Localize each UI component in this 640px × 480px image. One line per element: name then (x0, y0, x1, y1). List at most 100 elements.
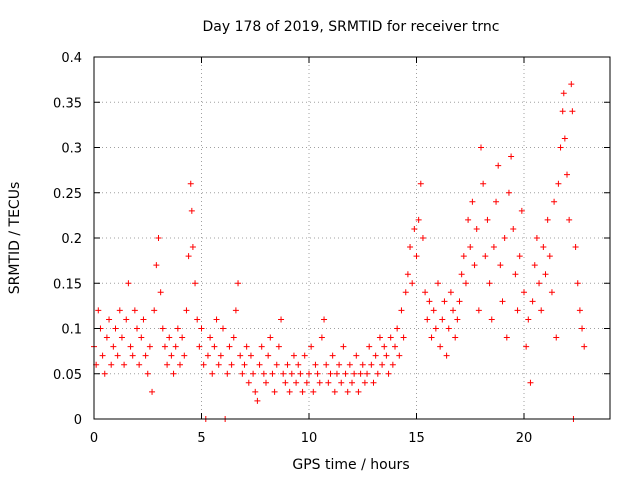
data-point (555, 180, 562, 187)
data-point (116, 307, 123, 314)
data-point (402, 289, 409, 296)
data-point (258, 343, 265, 350)
data-point (194, 316, 201, 323)
data-point (512, 271, 519, 278)
data-point (164, 361, 171, 368)
data-point (198, 325, 205, 332)
data-point (250, 370, 257, 377)
data-point (452, 334, 459, 341)
data-point (273, 361, 280, 368)
data-point (333, 370, 340, 377)
data-point (177, 361, 183, 368)
axis-ticks: 0 0.05 0.1 0.15 0.2 0.25 0.3 0.35 0.4 0 5 10 15 20 (53, 51, 610, 446)
data-point (428, 334, 435, 341)
data-point (108, 361, 115, 368)
data-point (381, 343, 388, 350)
data-point (514, 307, 521, 314)
data-point (349, 379, 355, 386)
data-point (417, 180, 424, 187)
data-point (282, 379, 289, 386)
data-point (215, 361, 222, 368)
data-point (237, 352, 244, 359)
data-point (435, 280, 441, 287)
data-point (269, 370, 276, 377)
data-point (364, 370, 371, 377)
data-point (540, 244, 547, 251)
data-point (426, 298, 433, 305)
data-point (323, 361, 330, 368)
data-point (372, 352, 379, 359)
data-point (497, 262, 504, 269)
data-point (389, 361, 396, 368)
data-point (359, 361, 366, 368)
data-point (213, 316, 220, 323)
data-point (312, 361, 319, 368)
data-point (531, 262, 538, 269)
data-point (254, 397, 261, 404)
data-point (527, 379, 534, 386)
data-point (559, 108, 566, 115)
data-point (501, 235, 508, 241)
data-point (548, 289, 555, 296)
data-point (241, 361, 248, 368)
data-point (271, 388, 278, 395)
data-point (516, 253, 523, 260)
grid-lines (94, 57, 610, 419)
data-point (331, 388, 338, 395)
data-point (480, 180, 487, 187)
data-point (542, 271, 549, 278)
data-point (473, 225, 480, 232)
data-point (149, 388, 156, 395)
data-point (306, 370, 312, 377)
data-point (170, 370, 177, 377)
data-point (295, 361, 302, 368)
data-point (155, 235, 162, 241)
data-point (462, 280, 469, 287)
data-point (437, 343, 444, 350)
data-point (217, 352, 224, 359)
data-point (127, 343, 134, 350)
data-point (572, 244, 579, 251)
data-point (267, 334, 274, 341)
x-tick-label: 20 (516, 431, 533, 446)
data-point (125, 280, 132, 287)
y-tick-label: 0.35 (53, 96, 82, 111)
data-point (226, 343, 233, 350)
data-points (91, 81, 588, 422)
data-point (138, 334, 145, 341)
data-point (318, 334, 325, 341)
data-point (121, 361, 128, 368)
data-point (321, 316, 328, 323)
data-point (340, 343, 347, 350)
data-point (503, 334, 510, 341)
data-point (232, 307, 239, 314)
data-point (325, 379, 332, 386)
data-point (430, 307, 437, 314)
data-point (400, 334, 407, 341)
data-point (172, 343, 179, 350)
data-point (379, 361, 386, 368)
data-point (297, 370, 304, 377)
data-point (484, 216, 491, 223)
data-point (445, 325, 452, 332)
data-point (510, 225, 517, 232)
data-point (310, 388, 317, 395)
data-point (187, 180, 194, 187)
data-point (447, 289, 454, 296)
data-point (566, 216, 573, 223)
data-point (181, 352, 188, 359)
data-point (398, 307, 405, 314)
y-tick-label: 0.15 (53, 277, 82, 292)
data-point (157, 289, 164, 296)
data-point (329, 352, 336, 359)
data-point (419, 235, 426, 241)
data-point (95, 307, 102, 314)
data-point (424, 316, 431, 323)
data-point (239, 370, 246, 377)
data-point (220, 325, 226, 332)
data-point (357, 370, 364, 377)
data-point (168, 352, 175, 359)
data-point (467, 244, 474, 251)
